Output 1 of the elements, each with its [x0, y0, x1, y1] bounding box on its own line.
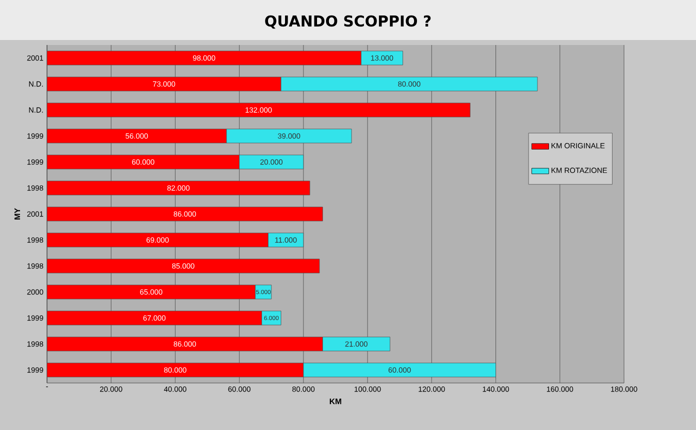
chart-title: QUANDO SCOPPIO ? — [265, 15, 431, 29]
